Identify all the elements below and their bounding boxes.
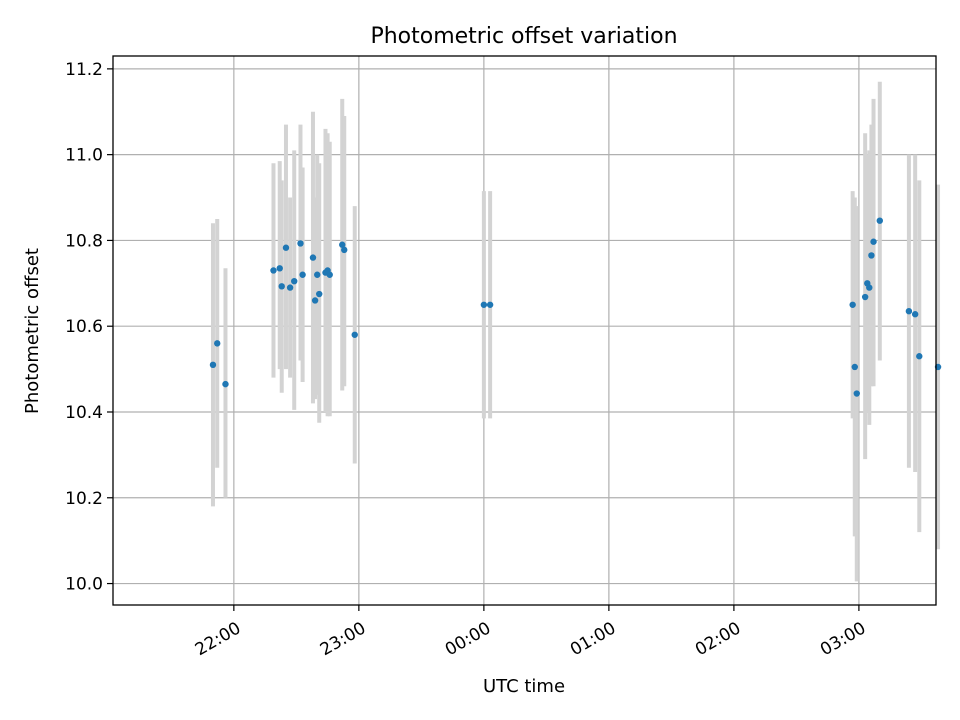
y-tick-label: 10.6 (65, 317, 103, 337)
y-tick-label: 10.0 (65, 575, 103, 595)
data-point (861, 293, 869, 301)
data-point (486, 301, 494, 308)
data-point (311, 297, 319, 304)
data-point (297, 240, 304, 247)
data-point (326, 271, 333, 278)
data-point (916, 353, 923, 360)
data-point (314, 271, 321, 278)
data-point (905, 307, 913, 315)
data-point (870, 238, 877, 245)
data-point (339, 241, 346, 248)
data-points (209, 217, 942, 397)
x-tick-label: 02:00 (692, 618, 744, 660)
data-point (868, 252, 875, 259)
data-point (341, 246, 348, 254)
y-tick-label: 10.8 (65, 231, 103, 251)
data-point (851, 363, 858, 371)
data-point (299, 271, 306, 278)
data-point (278, 283, 285, 290)
x-tick-label: 03:00 (817, 618, 869, 660)
error-bars (210, 81, 941, 582)
data-point (316, 290, 323, 298)
y-tick-label: 10.2 (65, 489, 103, 509)
y-axis-label: Photometric offset (22, 248, 43, 414)
x-tick-label: 23:00 (317, 618, 369, 660)
data-point (866, 284, 873, 291)
data-point (351, 331, 358, 338)
data-point (282, 244, 290, 251)
data-point (309, 254, 317, 261)
data-point (276, 265, 283, 272)
data-point (480, 301, 488, 308)
plot-frame (112, 55, 937, 606)
data-point (876, 217, 883, 224)
data-point (286, 284, 294, 291)
x-axis-ticks: 22:00 23:00 00:00 01:00 02:00 03:00 (192, 605, 869, 660)
data-point (849, 301, 856, 308)
data-point (222, 380, 229, 388)
y-tick-label: 10.4 (65, 403, 103, 423)
x-axis-label: UTC time (483, 676, 565, 697)
x-tick-label: 22:00 (192, 618, 244, 660)
data-point (291, 277, 298, 285)
y-tick-label: 11.2 (65, 60, 103, 80)
data-point (853, 390, 860, 397)
chart-title: Photometric offset variation (370, 24, 677, 49)
y-tick-label: 11.0 (65, 146, 103, 166)
x-tick-label: 00:00 (442, 618, 494, 660)
grid-lines (113, 56, 936, 605)
x-tick-label: 01:00 (567, 618, 619, 660)
y-axis-ticks: 10.0 10.2 10.4 10.6 10.8 11.0 11.2 (65, 60, 113, 595)
data-point (209, 361, 217, 369)
data-point (911, 311, 919, 318)
data-point (214, 340, 221, 347)
data-point (270, 267, 277, 274)
